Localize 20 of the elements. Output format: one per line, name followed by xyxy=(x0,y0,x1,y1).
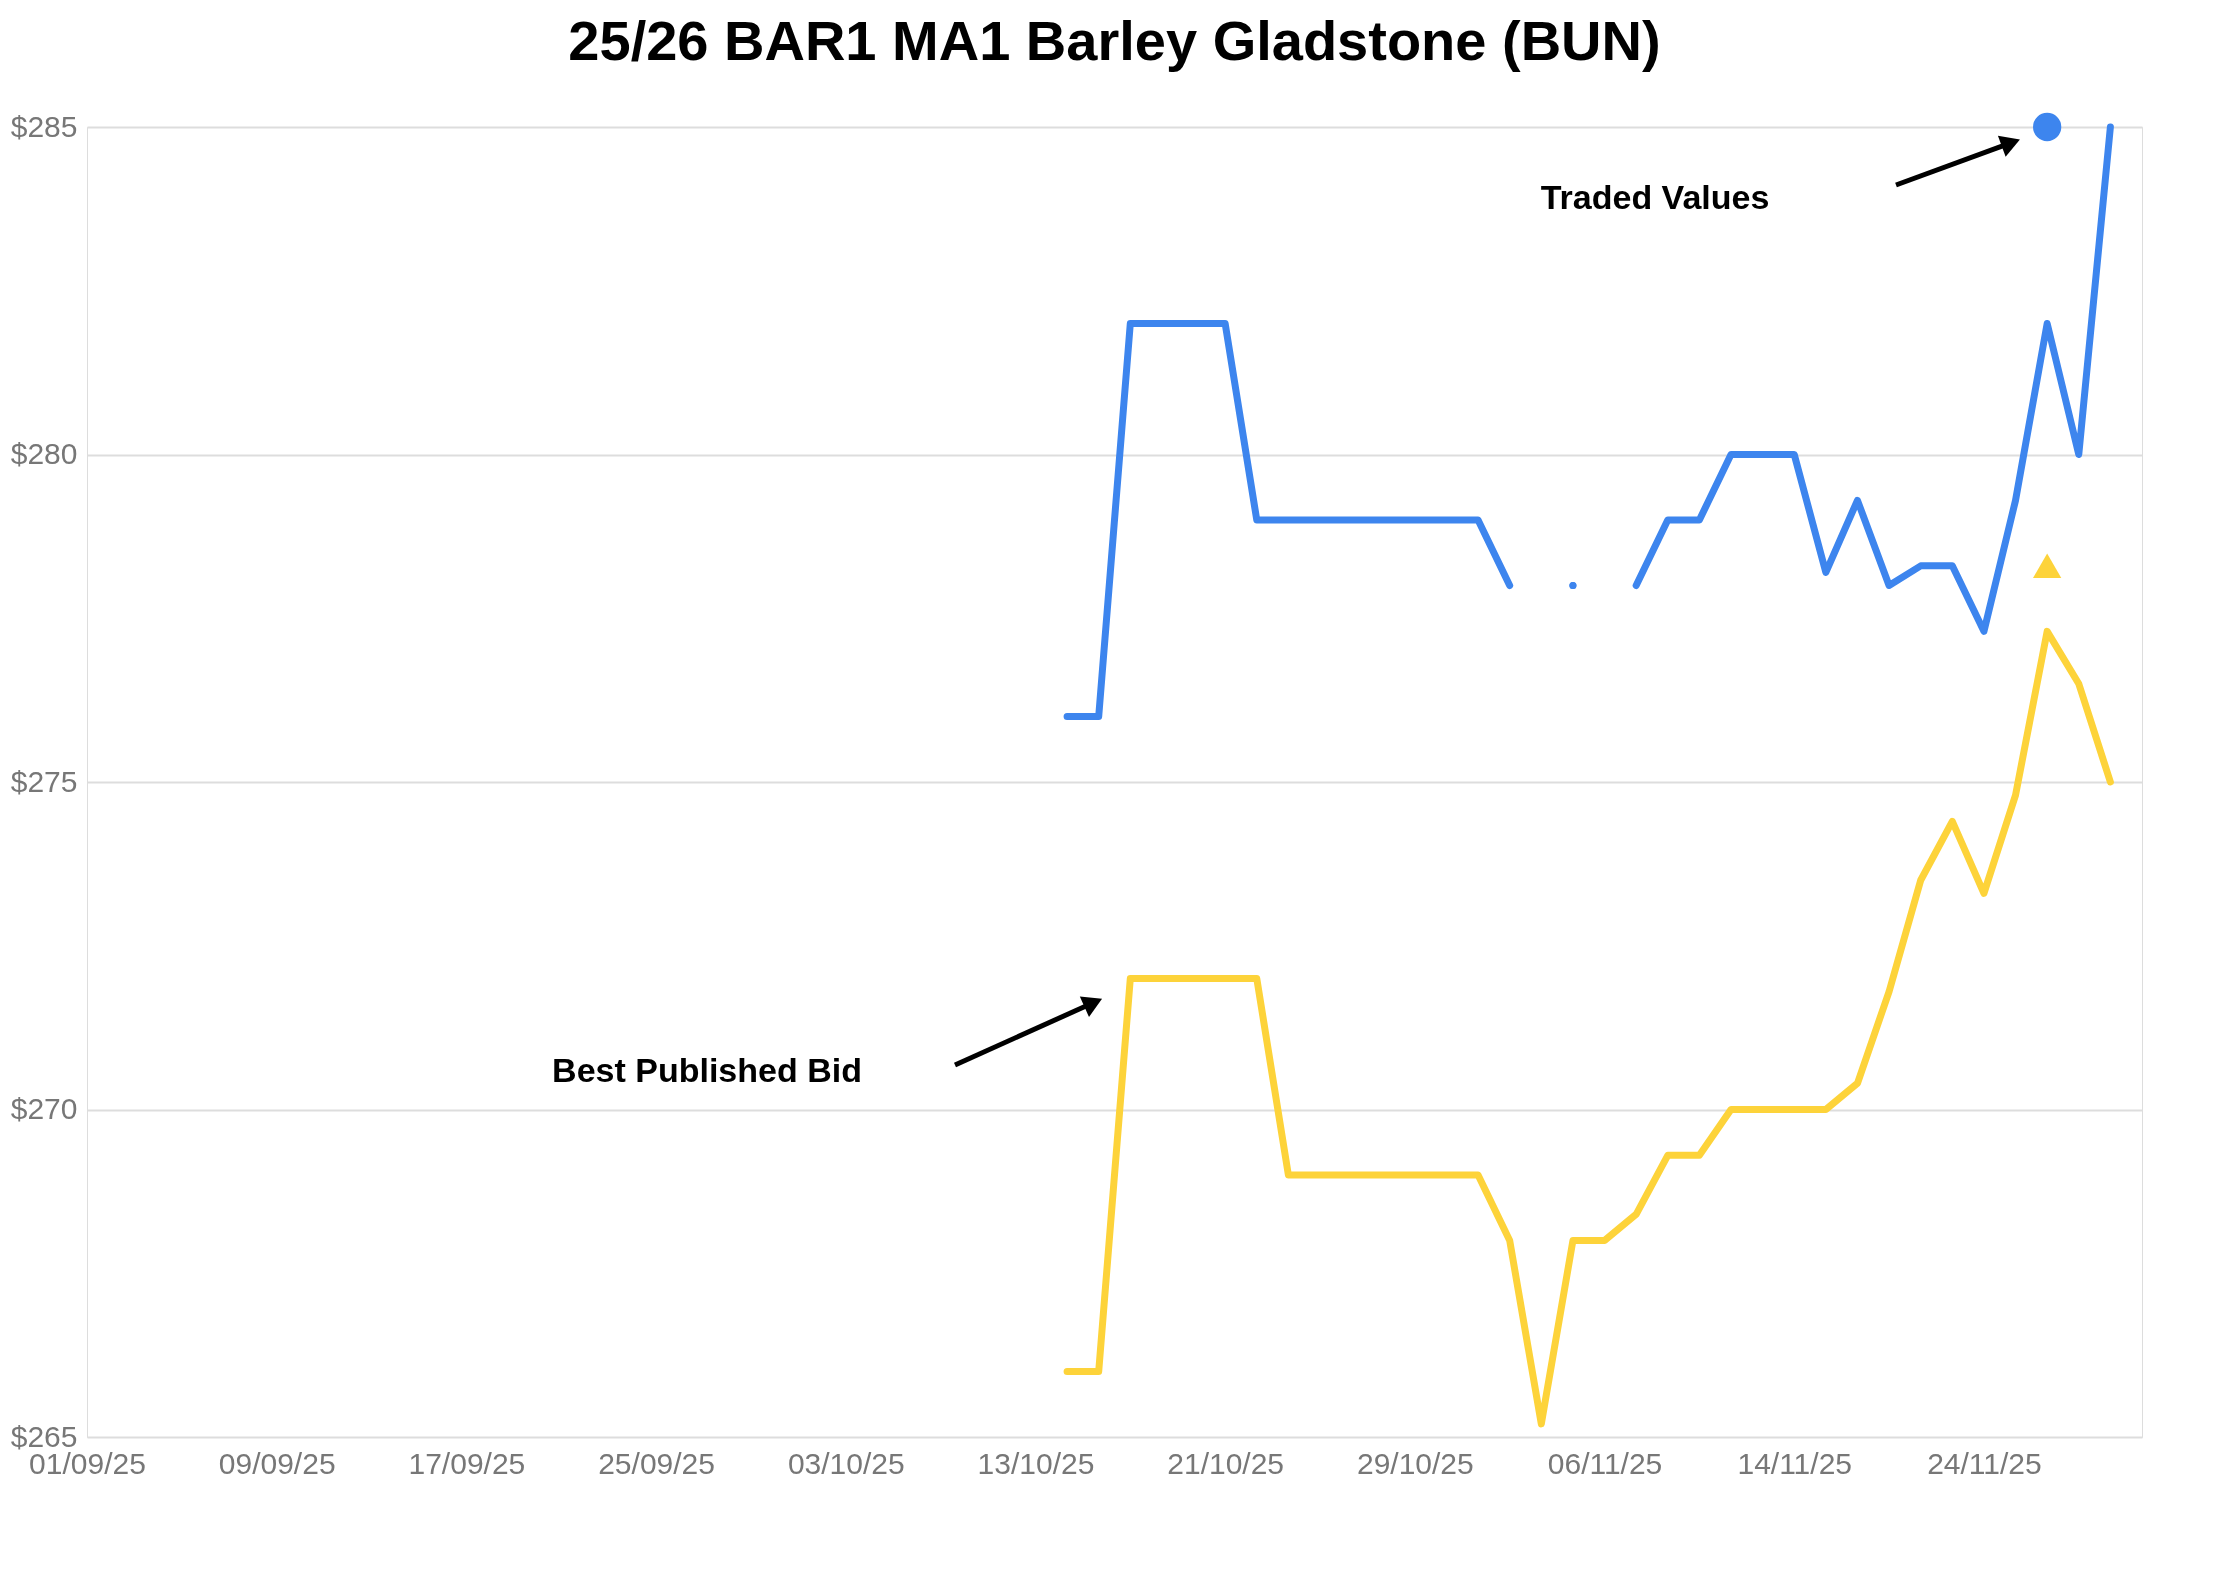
chart-title: 25/26 BAR1 MA1 Barley Gladstone (BUN) xyxy=(568,9,1661,72)
y-tick-label: $275 xyxy=(10,764,78,798)
y-tick-label: $280 xyxy=(10,437,78,470)
x-tick-label: 03/10/25 xyxy=(787,1446,905,1480)
x-tick-label: 14/11/25 xyxy=(1737,1446,1853,1480)
x-tick-label: 09/09/25 xyxy=(218,1446,336,1480)
x-tick-label: 25/09/25 xyxy=(598,1446,715,1480)
annotation: Best Published Bid xyxy=(552,1051,862,1089)
point xyxy=(1569,581,1577,590)
x-tick-label: 24/11/25 xyxy=(1927,1446,2042,1480)
point xyxy=(2033,553,2062,579)
x-tick-label: 29/10/25 xyxy=(1356,1446,1474,1480)
x-tick-label: 17/09/25 xyxy=(408,1446,526,1480)
y-tick-label: $270 xyxy=(10,1092,78,1125)
y-tick-label: $285 xyxy=(10,109,78,143)
x-tick-label: 13/10/25 xyxy=(977,1446,1095,1480)
annotation: Traded Values xyxy=(1540,178,1770,216)
x-tick-label: 21/10/25 xyxy=(1167,1446,1285,1480)
x-tick-label: 06/11/25 xyxy=(1547,1446,1663,1480)
point xyxy=(2033,112,2062,142)
